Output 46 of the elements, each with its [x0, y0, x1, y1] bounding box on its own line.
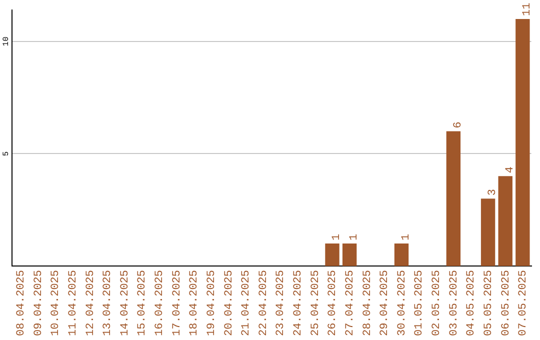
bar — [516, 18, 530, 266]
x-tick-label: 13.04.2025 — [102, 270, 114, 336]
x-tick-label: 10.04.2025 — [50, 270, 62, 336]
bar — [480, 198, 496, 266]
bar — [325, 244, 340, 266]
data-label: 11 — [522, 2, 534, 16]
x-tick-label: 05.05.2025 — [482, 270, 495, 336]
x-tick-label: 06.05.2025 — [500, 270, 512, 336]
data-label: 1 — [400, 234, 412, 241]
x-tick-label: 30.04.2025 — [396, 270, 408, 336]
data-label: 4 — [504, 166, 516, 174]
x-tick-label: 12.04.2025 — [84, 270, 97, 336]
x-tick-label: 07.05.2025 — [518, 270, 530, 336]
x-tick-label: 24.04.2025 — [292, 270, 305, 336]
x-tick-label: 01.05.2025 — [414, 270, 426, 336]
data-label: 3 — [486, 189, 499, 196]
x-tick-label: 11.04.2025 — [67, 270, 80, 336]
data-label: 1 — [348, 234, 360, 241]
x-tick-label: 21.04.2025 — [240, 270, 253, 336]
y-tick-label: 10 — [2, 36, 12, 46]
bar — [342, 244, 357, 266]
x-tick-label: 08.04.2025 — [16, 270, 28, 336]
x-tick-label: 23.04.2025 — [275, 270, 288, 336]
x-tick-label: 03.05.2025 — [448, 270, 460, 336]
x-tick-label: 28.04.2025 — [362, 270, 374, 336]
x-tick-label: 26.04.2025 — [327, 270, 340, 336]
bar — [394, 244, 409, 266]
y-tick-label: 5 — [2, 151, 12, 156]
bar — [446, 131, 461, 266]
x-tick-label: 02.05.2025 — [431, 270, 444, 336]
x-tick-label: 25.04.2025 — [310, 270, 322, 336]
x-tick-label: 18.04.2025 — [188, 270, 201, 336]
x-tick-label: 29.04.2025 — [379, 270, 392, 336]
data-label: 1 — [331, 234, 344, 241]
x-tick-label: 14.04.2025 — [119, 270, 132, 336]
x-tick-label: 19.04.2025 — [206, 270, 218, 336]
x-tick-label: 16.04.2025 — [154, 270, 166, 336]
x-tick-label: 04.05.2025 — [466, 270, 478, 336]
bar — [498, 176, 512, 266]
x-tick-label: 27.04.2025 — [344, 270, 356, 336]
x-tick-label: 22.04.2025 — [258, 270, 270, 336]
x-tick-label: 20.04.2025 — [223, 270, 236, 336]
x-tick-label: 09.04.2025 — [32, 270, 45, 336]
x-tick-label: 17.04.2025 — [171, 270, 184, 336]
data-label: 6 — [452, 122, 464, 128]
x-tick-label: 15.04.2025 — [136, 270, 149, 336]
